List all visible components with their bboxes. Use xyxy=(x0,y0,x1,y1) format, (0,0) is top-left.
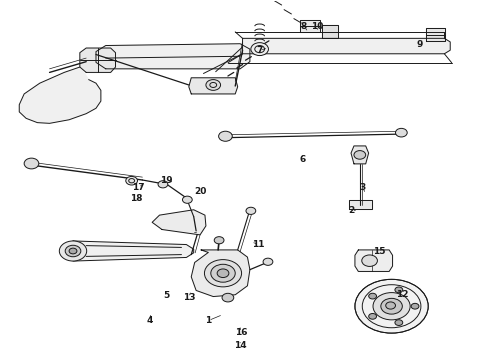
Text: 11: 11 xyxy=(252,240,265,249)
Circle shape xyxy=(217,269,229,278)
Text: 20: 20 xyxy=(194,187,206,196)
Text: 17: 17 xyxy=(132,183,145,192)
Text: 18: 18 xyxy=(130,194,143,203)
Circle shape xyxy=(69,248,77,254)
Circle shape xyxy=(65,245,81,257)
Circle shape xyxy=(206,80,220,90)
Circle shape xyxy=(222,293,234,302)
Polygon shape xyxy=(349,200,372,209)
Circle shape xyxy=(381,298,402,314)
Polygon shape xyxy=(355,250,392,271)
Text: 3: 3 xyxy=(359,183,366,192)
Text: 1: 1 xyxy=(205,316,212,325)
Polygon shape xyxy=(73,241,194,261)
Circle shape xyxy=(411,303,419,309)
Circle shape xyxy=(182,196,192,203)
Circle shape xyxy=(214,237,224,244)
Text: 6: 6 xyxy=(299,155,306,164)
Polygon shape xyxy=(96,44,250,69)
Polygon shape xyxy=(19,67,101,123)
Circle shape xyxy=(59,241,87,261)
Circle shape xyxy=(368,293,376,299)
Circle shape xyxy=(355,279,428,333)
Polygon shape xyxy=(152,210,206,235)
Circle shape xyxy=(263,258,273,265)
Circle shape xyxy=(219,131,232,141)
Text: 19: 19 xyxy=(161,176,173,185)
Circle shape xyxy=(395,320,403,325)
Text: 8: 8 xyxy=(301,22,307,31)
Text: 9: 9 xyxy=(416,40,423,49)
Circle shape xyxy=(395,287,403,293)
Circle shape xyxy=(158,181,168,188)
Circle shape xyxy=(126,176,138,185)
Text: 15: 15 xyxy=(373,247,386,256)
Circle shape xyxy=(373,293,410,320)
Circle shape xyxy=(395,129,407,137)
Text: 7: 7 xyxy=(256,46,263,55)
Text: 12: 12 xyxy=(396,289,409,298)
Circle shape xyxy=(368,314,376,319)
Polygon shape xyxy=(243,39,450,54)
Polygon shape xyxy=(351,146,368,164)
Polygon shape xyxy=(80,48,116,72)
Text: 10: 10 xyxy=(311,22,323,31)
Circle shape xyxy=(362,255,377,266)
Circle shape xyxy=(354,150,366,159)
Circle shape xyxy=(246,207,256,215)
Text: 13: 13 xyxy=(183,293,195,302)
Circle shape xyxy=(24,158,39,169)
Text: 14: 14 xyxy=(234,341,246,350)
Polygon shape xyxy=(191,250,250,297)
Polygon shape xyxy=(189,78,238,94)
Text: 4: 4 xyxy=(147,316,153,325)
Circle shape xyxy=(386,302,395,309)
Text: 2: 2 xyxy=(348,206,355,215)
Polygon shape xyxy=(426,28,445,41)
Circle shape xyxy=(204,260,242,287)
Text: 16: 16 xyxy=(235,328,247,337)
Polygon shape xyxy=(322,25,338,39)
Circle shape xyxy=(251,42,269,55)
Polygon shape xyxy=(300,21,320,32)
Circle shape xyxy=(211,264,235,282)
Text: 5: 5 xyxy=(164,291,170,300)
